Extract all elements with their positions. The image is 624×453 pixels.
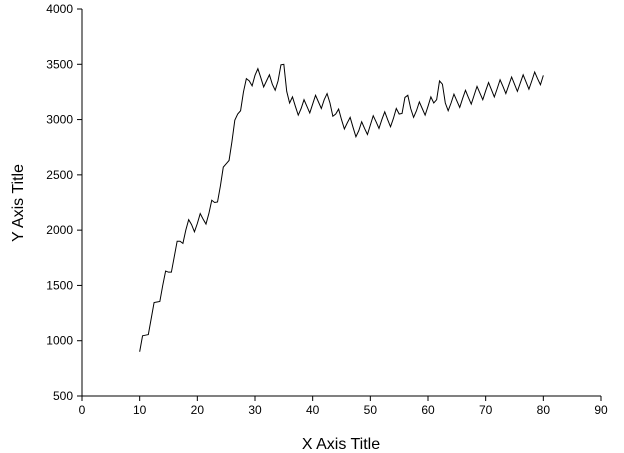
x-tick-label: 70 xyxy=(479,403,493,417)
y-tick-label: 4000 xyxy=(46,2,73,16)
y-tick-label: 2000 xyxy=(46,223,73,237)
x-tick-label: 10 xyxy=(133,403,147,417)
y-tick-label: 3500 xyxy=(46,57,73,71)
x-axis-title: X Axis Title xyxy=(302,436,380,453)
x-tick-label: 60 xyxy=(421,403,435,417)
y-tick-label: 2500 xyxy=(46,168,73,182)
y-tick-label: 1500 xyxy=(46,278,73,292)
x-tick-label: 20 xyxy=(191,403,205,417)
x-tick-label: 90 xyxy=(594,403,608,417)
y-tick-label: 1000 xyxy=(46,334,73,348)
x-tick-label: 50 xyxy=(364,403,378,417)
data-line xyxy=(139,63,544,352)
x-tick-label: 30 xyxy=(248,403,262,417)
y-tick-label: 3000 xyxy=(46,113,73,127)
x-tick-label: 80 xyxy=(537,403,551,417)
y-tick-label: 500 xyxy=(53,389,73,403)
x-tick-label: 0 xyxy=(79,403,86,417)
y-axis-title: Y Axis Title xyxy=(10,164,27,242)
x-tick-label: 40 xyxy=(306,403,320,417)
